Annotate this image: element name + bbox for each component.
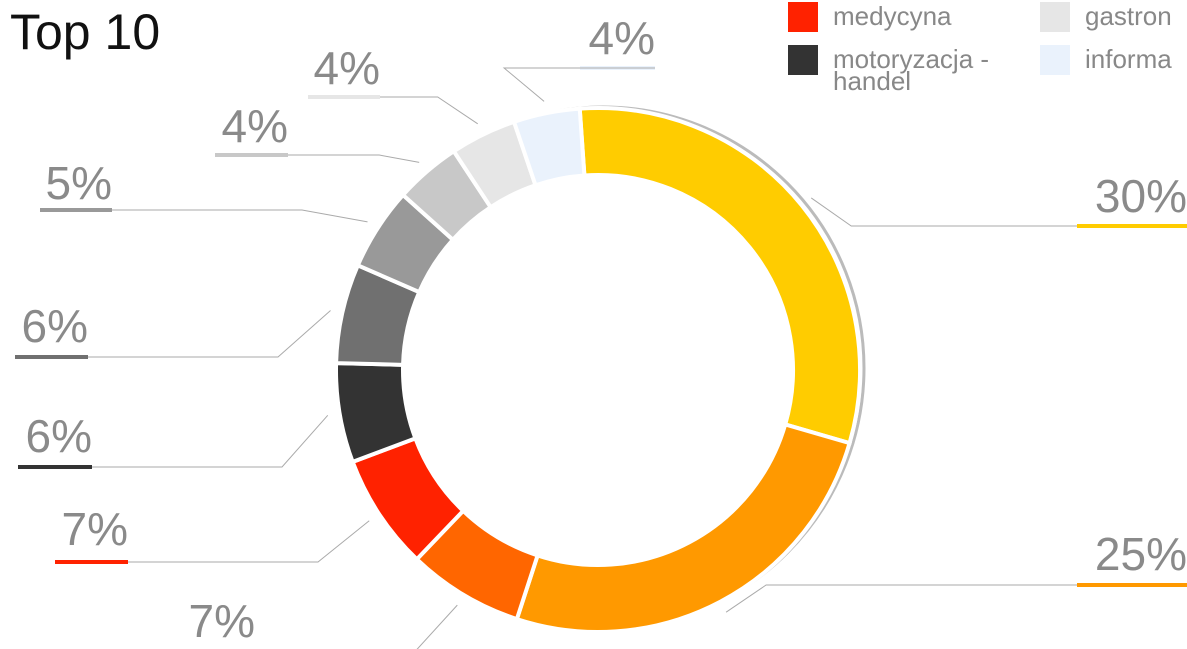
value-label: 4% (589, 12, 655, 64)
value-label: 6% (26, 410, 92, 462)
leader-line (92, 414, 329, 468)
legend-swatch (788, 45, 818, 75)
leader-line (416, 604, 458, 649)
value-label: 7% (62, 503, 128, 555)
donut-slice (514, 421, 853, 634)
value-label: 7% (189, 595, 255, 647)
value-label: 25% (1095, 528, 1187, 580)
leader-line (128, 520, 370, 563)
leader-line (112, 209, 368, 223)
legend-swatch (1040, 2, 1070, 32)
leader-line (288, 154, 420, 163)
legend-swatch (788, 2, 818, 32)
value-label: 6% (22, 300, 88, 352)
value-label: 30% (1095, 170, 1187, 222)
legend-label: gastron (1085, 1, 1172, 31)
donut-slice (577, 106, 862, 446)
legend-swatch (1040, 45, 1070, 75)
value-label: 4% (222, 100, 288, 152)
leader-line (380, 96, 478, 125)
leader-line (88, 310, 331, 358)
leader-line (810, 197, 1077, 227)
donut-slice (511, 106, 587, 188)
chart-title: Top 10 (10, 4, 160, 60)
legend-label: informa (1085, 44, 1172, 74)
value-label: 4% (314, 42, 380, 94)
leader-line (502, 67, 655, 102)
leader-line (725, 584, 1077, 613)
value-label: 5% (46, 157, 112, 209)
legend-label: medycyna (833, 1, 952, 31)
legend-label: motoryzacja - handel (833, 44, 990, 96)
